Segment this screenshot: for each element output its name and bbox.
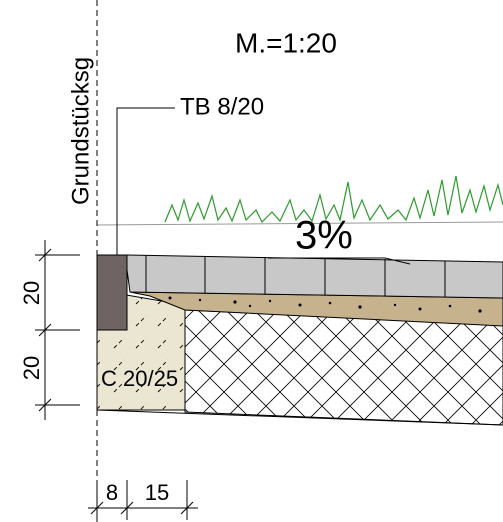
base-hatch [184, 309, 503, 426]
paver-joints [145, 255, 446, 297]
dimension-label: 15 [145, 480, 169, 505]
leader [116, 107, 175, 255]
bedding-grains [168, 296, 482, 313]
ground-line [96, 221, 503, 226]
horizontal-dimension [88, 480, 198, 520]
curb [96, 254, 128, 331]
dimension-label: 20 [19, 281, 44, 305]
foundation-label: C 20/25 [101, 366, 178, 391]
bottom-line [96, 409, 503, 426]
slope-arrow [268, 257, 411, 265]
curb-label: TB 8/20 [180, 93, 264, 120]
scale-label: M.=1:20 [235, 27, 337, 58]
property-line-label: Grundstücksg [67, 57, 94, 205]
pavers [124, 254, 503, 299]
slope-label: 3% [295, 214, 353, 258]
vertical-dimension [35, 240, 80, 420]
grass [164, 175, 503, 224]
dimension-label: 20 [19, 356, 44, 380]
dimension-label: 8 [106, 480, 118, 505]
